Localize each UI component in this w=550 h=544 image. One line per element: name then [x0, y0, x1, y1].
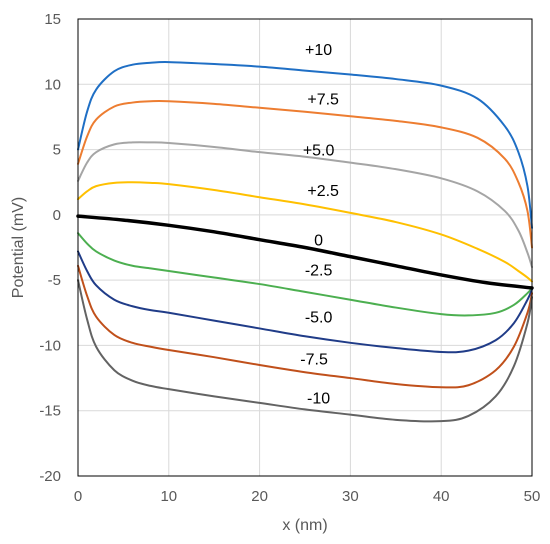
y-tick-label: 15 [44, 11, 61, 28]
y-tick-label: -20 [39, 468, 61, 485]
y-tick-label: 0 [53, 207, 61, 224]
series-line-3 [77, 181, 533, 283]
series-line-0 [77, 61, 533, 229]
series-label: +2.5 [307, 183, 339, 200]
y-tick-label: -5 [48, 272, 61, 289]
y-axis-title: Potential (mV) [10, 197, 27, 298]
x-tick-label: 40 [433, 488, 450, 505]
x-tick-label: 50 [524, 488, 541, 505]
series-line-7 [77, 264, 533, 389]
y-tick-label: 5 [53, 142, 61, 159]
y-tick-label: -10 [39, 337, 61, 354]
x-tick-label: 20 [251, 488, 268, 505]
series-line-6 [77, 250, 533, 354]
series-label: 0 [314, 233, 323, 250]
series-line-5 [77, 232, 533, 317]
series-line-2 [77, 141, 533, 269]
x-tick-label: 30 [342, 488, 359, 505]
y-tick-label: -15 [39, 403, 61, 420]
series-label: -5.0 [305, 310, 333, 327]
series-lines [76, 61, 534, 423]
x-tick-label: 10 [160, 488, 177, 505]
series-label: -7.5 [300, 351, 328, 368]
plot-frame [77, 18, 533, 477]
series-label: -10 [307, 391, 330, 408]
x-axis-title: x (nm) [282, 517, 327, 534]
y-tick-label: 10 [44, 76, 61, 93]
x-tick-label: 0 [74, 488, 82, 505]
series-line-4 [76, 214, 534, 290]
grid [78, 19, 532, 476]
series-label: +7.5 [307, 92, 339, 109]
series-label: +5.0 [303, 143, 335, 160]
series-line-1 [77, 100, 533, 249]
tick-labels: 0 10 20 30 40 50 -20 -15 -10 -5 0 5 10 15 [39, 11, 540, 505]
series-label: -2.5 [305, 263, 333, 280]
series-line-8 [77, 279, 533, 423]
series-labels: +10 +7.5 +5.0 +2.5 0 -2.5 -5.0 -7.5 -10 [300, 42, 339, 408]
series-label: +10 [305, 42, 332, 59]
